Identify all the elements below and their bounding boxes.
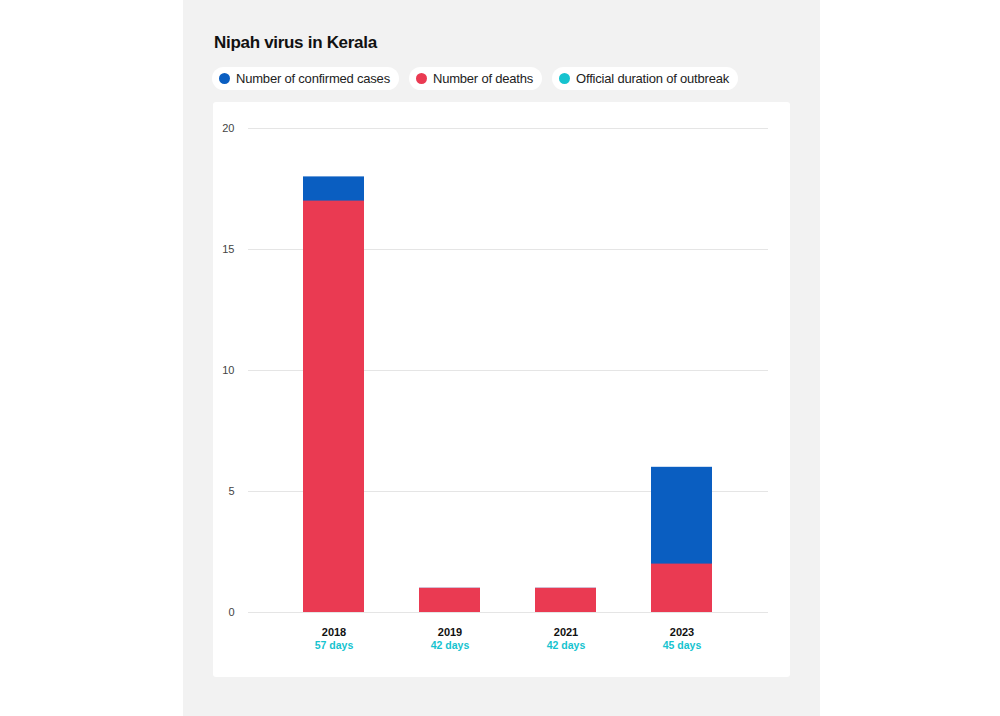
svg-text:20: 20 [222, 122, 234, 134]
svg-text:42 days: 42 days [431, 639, 470, 651]
svg-text:2021: 2021 [554, 626, 578, 638]
html-text:Official duration of outbreak: Official duration of outbreak [576, 71, 729, 86]
svg-text:42 days: 42 days [547, 639, 586, 651]
svg-text:45 days: 45 days [663, 639, 702, 651]
svg-text:10: 10 [222, 364, 234, 376]
svg-text:2018: 2018 [322, 626, 346, 638]
html-text:Number of confirmed cases: Number of confirmed cases [236, 71, 390, 86]
html-text:Number of deaths: Number of deaths [433, 71, 534, 86]
svg-text:2023: 2023 [670, 626, 694, 638]
svg-text:0: 0 [228, 606, 234, 618]
svg-text:2019: 2019 [438, 626, 462, 638]
html-text:Nipah virus in Kerala: Nipah virus in Kerala [214, 33, 377, 52]
svg-text:15: 15 [222, 243, 234, 255]
svg-text:5: 5 [228, 485, 234, 497]
svg-text:57 days: 57 days [315, 639, 354, 651]
